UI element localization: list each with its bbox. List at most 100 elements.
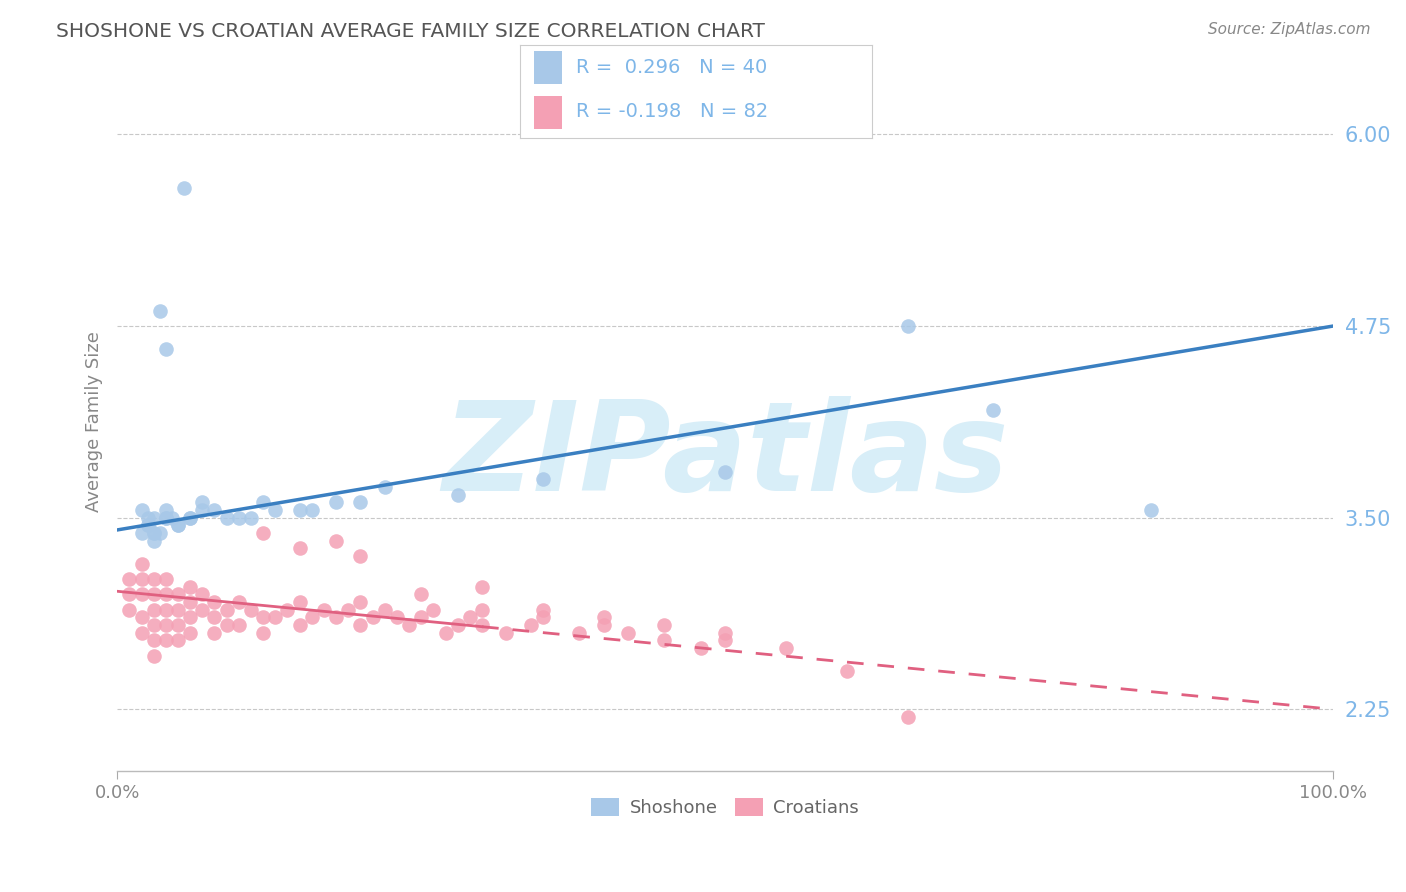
- Point: [131, 557, 153, 571]
- Point: [142, 602, 165, 616]
- Point: [897, 318, 920, 333]
- Point: [531, 610, 554, 624]
- Point: [276, 602, 298, 616]
- Point: [592, 610, 614, 624]
- Point: [136, 518, 159, 533]
- Point: [337, 602, 360, 616]
- Point: [155, 602, 177, 616]
- Point: [471, 580, 494, 594]
- Point: [215, 618, 238, 632]
- Point: [398, 618, 420, 632]
- Point: [654, 633, 676, 648]
- Point: [349, 549, 371, 563]
- Text: ZIPatlas: ZIPatlas: [441, 396, 1008, 517]
- Point: [252, 495, 274, 509]
- Point: [471, 602, 494, 616]
- Point: [325, 533, 347, 548]
- Point: [1140, 503, 1163, 517]
- Point: [385, 610, 408, 624]
- Point: [167, 518, 190, 533]
- Point: [239, 510, 262, 524]
- Point: [301, 610, 323, 624]
- Point: [191, 495, 214, 509]
- Point: [835, 664, 858, 678]
- Point: [167, 633, 190, 648]
- Point: [434, 625, 457, 640]
- Point: [142, 648, 165, 663]
- Point: [118, 587, 141, 601]
- Point: [654, 618, 676, 632]
- Point: [131, 503, 153, 517]
- FancyBboxPatch shape: [534, 96, 562, 129]
- Point: [155, 587, 177, 601]
- Point: [495, 625, 517, 640]
- Point: [531, 472, 554, 486]
- Point: [204, 503, 226, 517]
- Point: [149, 303, 172, 318]
- Legend: Shoshone, Croatians: Shoshone, Croatians: [585, 790, 866, 824]
- Point: [142, 572, 165, 586]
- Point: [142, 526, 165, 541]
- Point: [131, 572, 153, 586]
- Point: [519, 618, 541, 632]
- Text: R = -0.198   N = 82: R = -0.198 N = 82: [576, 102, 769, 121]
- Point: [349, 618, 371, 632]
- Point: [191, 503, 214, 517]
- Point: [264, 610, 287, 624]
- Point: [288, 618, 311, 632]
- Point: [411, 610, 433, 624]
- Point: [471, 618, 494, 632]
- Point: [714, 465, 737, 479]
- Point: [142, 526, 165, 541]
- Point: [191, 587, 214, 601]
- Point: [374, 602, 396, 616]
- Point: [142, 533, 165, 548]
- Point: [179, 610, 201, 624]
- Point: [447, 488, 470, 502]
- Point: [775, 640, 797, 655]
- Point: [131, 625, 153, 640]
- Point: [374, 480, 396, 494]
- Point: [411, 587, 433, 601]
- Point: [228, 618, 250, 632]
- Point: [142, 618, 165, 632]
- Point: [155, 572, 177, 586]
- Point: [568, 625, 591, 640]
- Point: [149, 526, 172, 541]
- Point: [204, 625, 226, 640]
- Point: [617, 625, 640, 640]
- Point: [173, 181, 195, 195]
- Point: [447, 618, 470, 632]
- Point: [422, 602, 444, 616]
- FancyBboxPatch shape: [534, 51, 562, 84]
- Point: [239, 602, 262, 616]
- Point: [131, 587, 153, 601]
- Text: Source: ZipAtlas.com: Source: ZipAtlas.com: [1208, 22, 1371, 37]
- Point: [252, 526, 274, 541]
- Y-axis label: Average Family Size: Average Family Size: [86, 332, 103, 512]
- Point: [228, 595, 250, 609]
- Point: [167, 602, 190, 616]
- Point: [215, 602, 238, 616]
- Point: [458, 610, 481, 624]
- Point: [167, 518, 190, 533]
- Point: [325, 610, 347, 624]
- Point: [204, 595, 226, 609]
- Point: [155, 510, 177, 524]
- Point: [349, 595, 371, 609]
- Point: [301, 503, 323, 517]
- Point: [531, 602, 554, 616]
- Point: [361, 610, 384, 624]
- Point: [142, 633, 165, 648]
- Point: [288, 541, 311, 556]
- Point: [155, 510, 177, 524]
- Text: R =  0.296   N = 40: R = 0.296 N = 40: [576, 58, 768, 77]
- Point: [131, 526, 153, 541]
- Point: [179, 580, 201, 594]
- Point: [160, 510, 183, 524]
- Point: [118, 572, 141, 586]
- Point: [136, 518, 159, 533]
- Point: [136, 510, 159, 524]
- Point: [264, 503, 287, 517]
- Point: [155, 342, 177, 356]
